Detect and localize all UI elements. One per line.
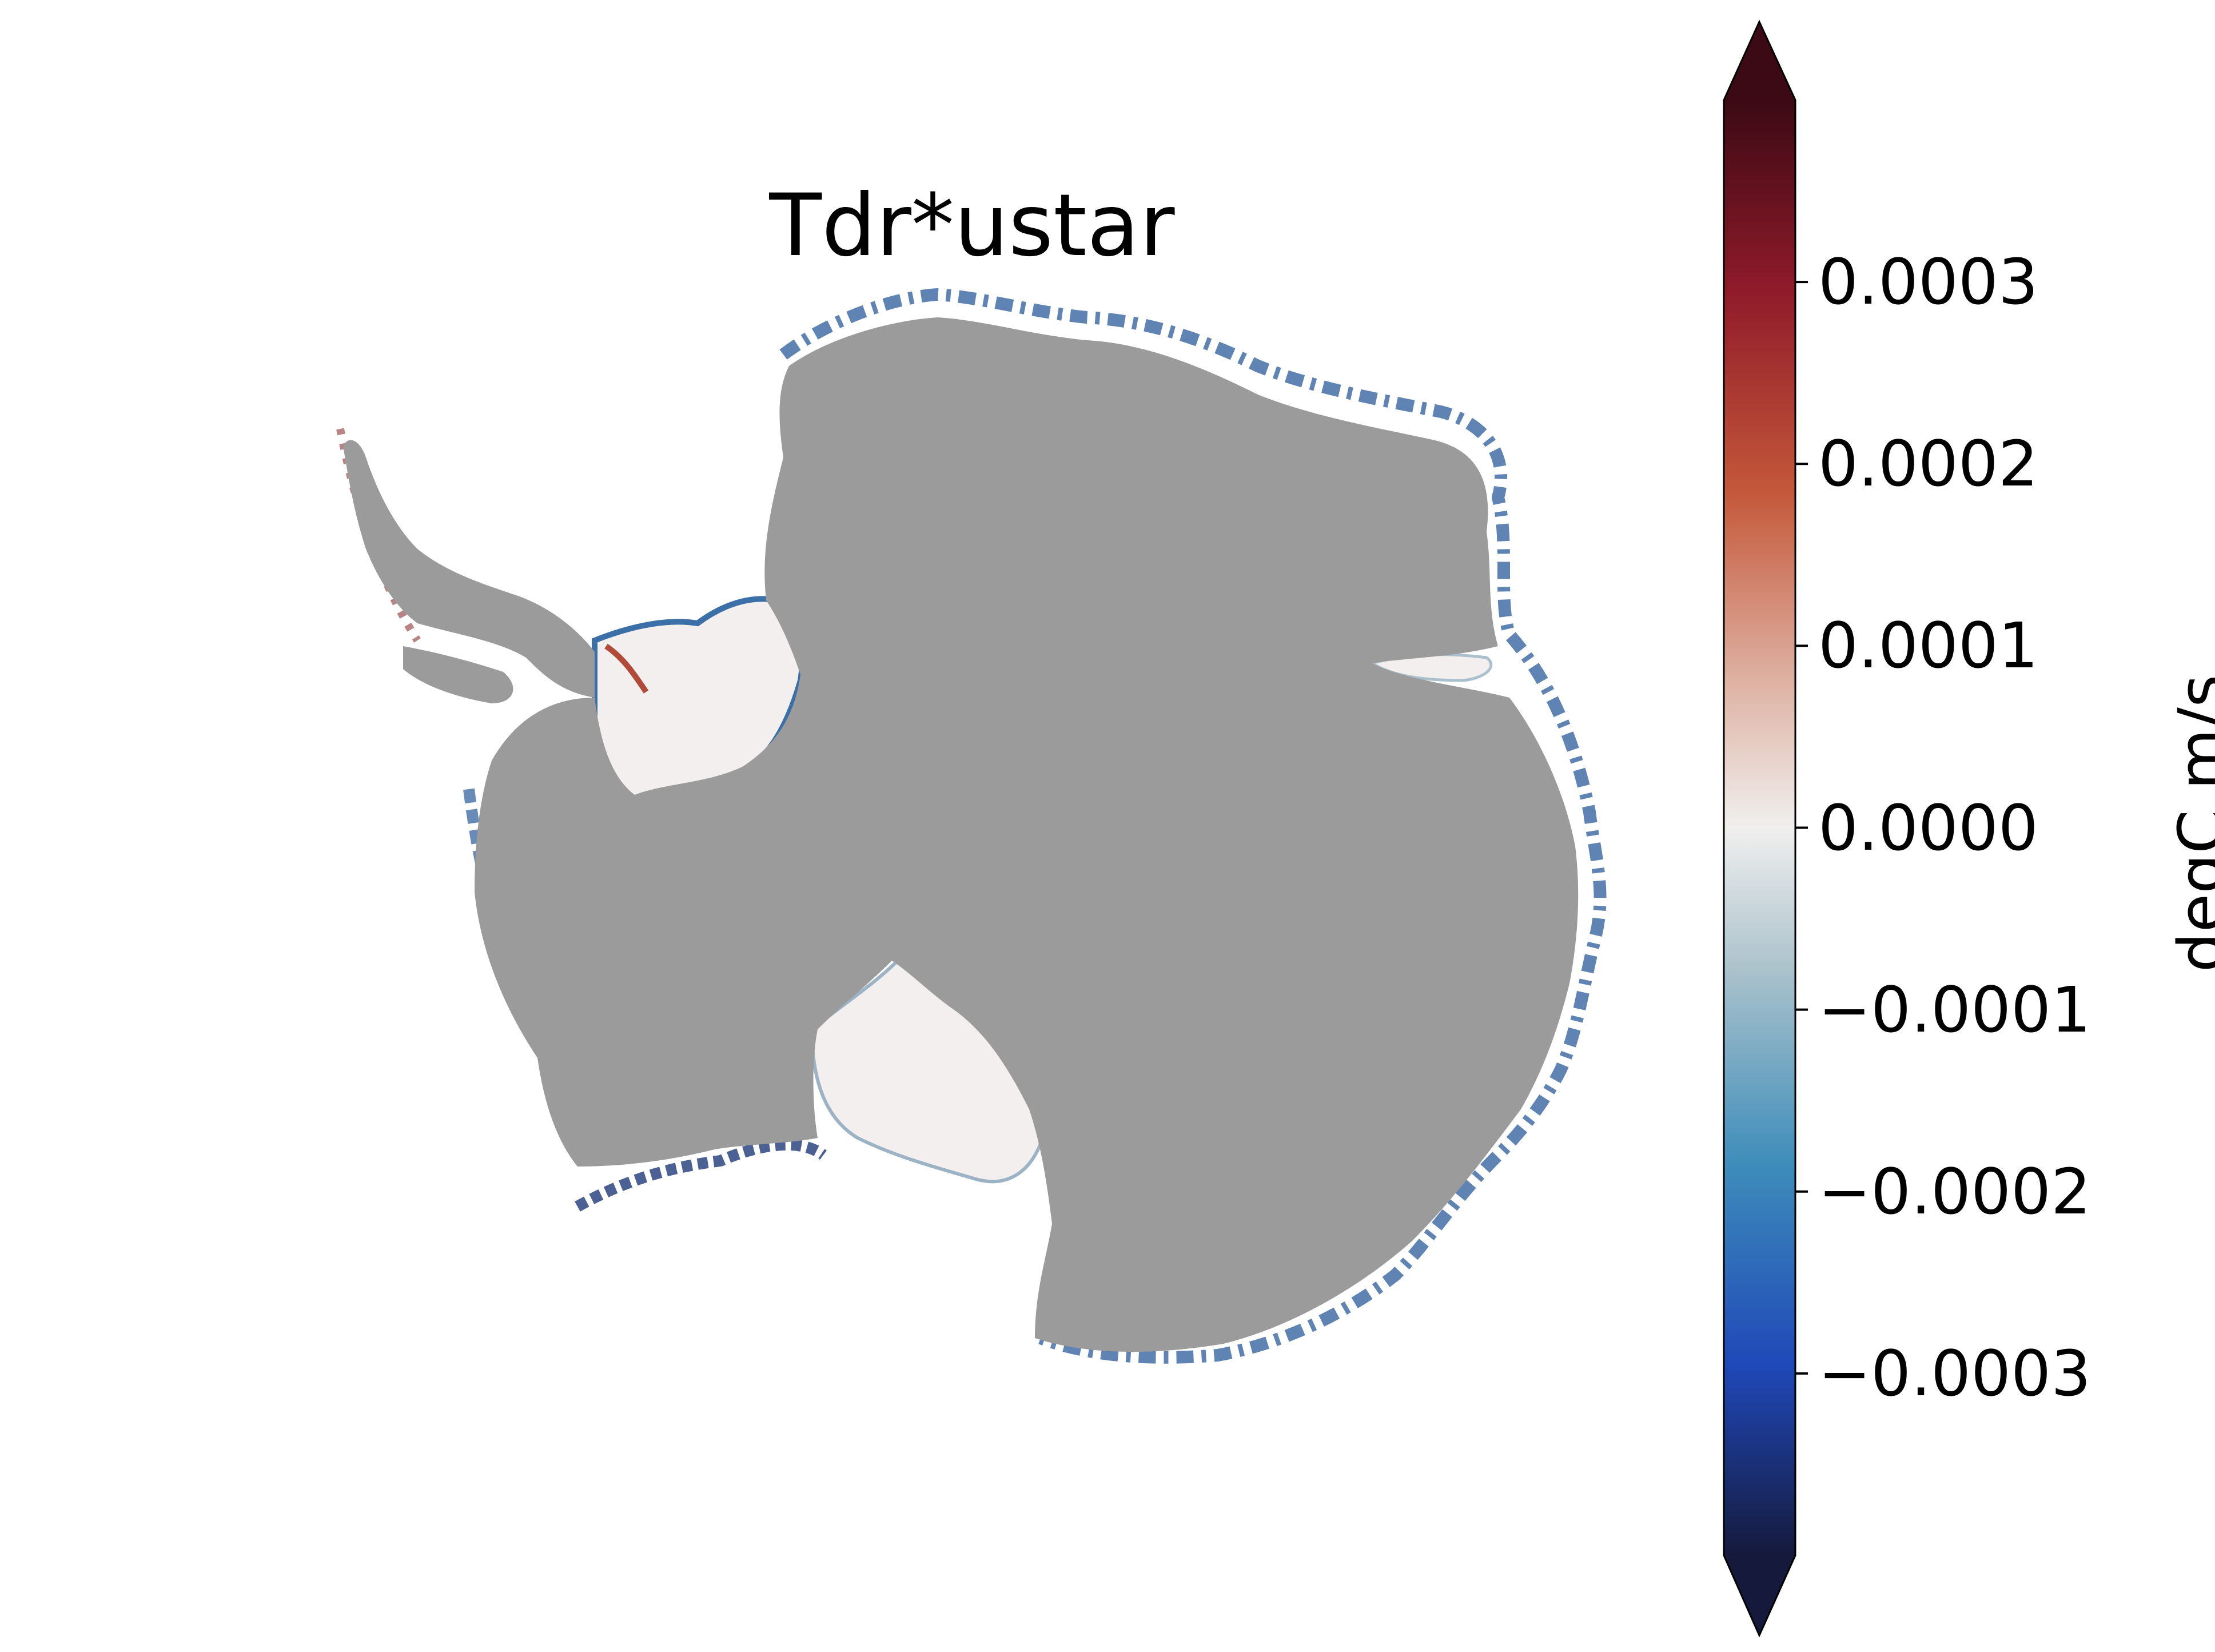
colorbar-tick-label: 0.0002 — [1818, 427, 2038, 501]
ronne-red-streaks — [604, 643, 649, 694]
colorbar-tick-label: 0.0001 — [1818, 609, 2038, 683]
colorbar-ticks — [1795, 281, 1808, 1375]
antarctic-peninsula — [343, 440, 595, 698]
colorbar-tick-label: −0.0002 — [1818, 1155, 2091, 1228]
colorbar-tick-label: 0.0000 — [1818, 791, 2038, 865]
colorbar-extend-max — [1724, 22, 1795, 100]
colorbar-body — [1724, 100, 1795, 1555]
colorbar-tick-label: −0.0003 — [1818, 1336, 2091, 1410]
colorbar-tick-label: 0.0003 — [1818, 245, 2038, 319]
peninsula-tip — [403, 646, 513, 703]
colorbar-label: degC m/s — [2165, 674, 2215, 973]
colorbar — [1723, 19, 1808, 1638]
colorbar-tick-label: −0.0001 — [1818, 973, 2091, 1046]
antarctic-land — [475, 317, 1579, 1352]
colorbar-extend-min — [1724, 1555, 1795, 1635]
colorbar-outline — [1723, 19, 1796, 1638]
map-title: Tdr*ustar — [769, 176, 1175, 276]
